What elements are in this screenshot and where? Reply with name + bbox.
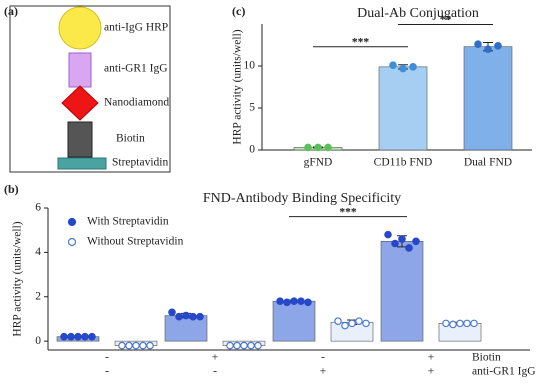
data-point xyxy=(118,341,126,350)
data-point xyxy=(139,341,147,350)
panel-label: (c) xyxy=(232,4,245,18)
significance-label: ** xyxy=(440,14,452,26)
data-point xyxy=(474,40,482,48)
data-point xyxy=(240,341,248,350)
data-point xyxy=(348,319,356,328)
panel-label: (a) xyxy=(4,4,18,18)
data-point xyxy=(196,312,204,321)
bar xyxy=(378,66,428,151)
x-tick-label: Dual FND xyxy=(464,157,512,169)
data-point xyxy=(168,308,176,317)
y-tick-label: 6 xyxy=(35,202,41,214)
x-tick-label: CD11b FND xyxy=(374,157,433,169)
bar xyxy=(463,46,513,151)
nanodiamond-icon xyxy=(61,85,99,121)
data-point xyxy=(276,297,284,305)
legend-marker xyxy=(67,217,77,227)
data-point xyxy=(88,332,96,341)
significance-label: *** xyxy=(352,36,370,48)
data-point xyxy=(283,298,291,307)
y-axis-label: HRP activity (units/well) xyxy=(12,221,24,336)
data-point xyxy=(334,317,342,325)
condition-symbol: + xyxy=(320,366,327,378)
streptavidin-icon xyxy=(57,157,107,170)
condition-name: anti-GR1 IgG xyxy=(472,366,536,378)
data-point xyxy=(81,332,89,341)
data-point xyxy=(132,341,140,350)
data-point xyxy=(456,319,464,328)
data-point xyxy=(175,312,183,321)
data-point xyxy=(233,341,241,350)
data-point xyxy=(74,332,82,341)
panel-label: (b) xyxy=(4,182,19,196)
y-axis-label: HRP activity (units/well) xyxy=(232,29,244,144)
legend-label: With Streptavidin xyxy=(87,216,169,228)
igg-icon xyxy=(68,52,92,88)
data-point xyxy=(389,61,397,69)
diagram-label: anti-IgG HRP xyxy=(104,22,168,34)
chart-title: FND-Antibody Binding Specificity xyxy=(203,191,401,206)
data-point xyxy=(409,63,417,71)
data-point xyxy=(442,319,450,328)
bar xyxy=(380,240,424,342)
bar xyxy=(272,300,316,342)
data-point xyxy=(391,239,399,248)
chart-title: Dual-Ab Conjugation xyxy=(357,6,479,21)
data-point xyxy=(399,64,407,73)
data-point xyxy=(247,341,255,350)
data-point xyxy=(384,230,392,239)
condition-symbol: + xyxy=(428,366,435,378)
y-tick-label: 4 xyxy=(35,246,41,258)
data-point xyxy=(125,341,133,350)
hrp-icon xyxy=(58,6,102,50)
condition-symbol: - xyxy=(321,352,325,364)
y-tick-label: 2 xyxy=(35,290,41,302)
data-point xyxy=(484,45,492,54)
condition-symbol: + xyxy=(212,352,219,364)
data-point xyxy=(449,320,457,329)
data-point xyxy=(405,244,413,252)
data-point xyxy=(324,143,332,152)
legend-label: Without Streptavidin xyxy=(87,236,184,248)
legend-marker xyxy=(67,237,77,247)
data-point xyxy=(412,237,420,246)
condition-symbol: - xyxy=(105,366,109,378)
data-point xyxy=(67,332,75,341)
data-point xyxy=(290,297,298,305)
biotin-icon xyxy=(67,121,93,158)
diagram-frame xyxy=(9,5,171,173)
y-tick-label: 5 xyxy=(249,102,255,114)
condition-symbol: + xyxy=(428,352,435,364)
data-point xyxy=(254,341,262,350)
y-tick-label: 10 xyxy=(244,60,256,72)
y-tick-label: 0 xyxy=(35,335,41,347)
data-point xyxy=(470,319,478,328)
data-point xyxy=(182,311,190,320)
y-tick-label: 0 xyxy=(249,144,255,156)
data-point xyxy=(297,297,305,305)
condition-symbol: - xyxy=(105,352,109,364)
x-tick-label: gFND xyxy=(304,157,333,169)
diagram-label: anti-GR1 IgG xyxy=(104,63,168,75)
data-point xyxy=(314,143,322,152)
data-point xyxy=(362,319,370,328)
data-point xyxy=(463,319,471,328)
diagram-label: Biotin xyxy=(116,133,145,145)
significance-label: *** xyxy=(339,206,357,218)
data-point xyxy=(60,332,68,341)
data-point xyxy=(341,321,349,330)
condition-symbol: - xyxy=(213,366,217,378)
data-point xyxy=(304,143,312,152)
data-point xyxy=(226,341,234,350)
data-point xyxy=(494,42,502,50)
data-point xyxy=(146,341,154,350)
diagram-label: Streptavidin xyxy=(112,157,168,169)
data-point xyxy=(355,317,363,325)
condition-name: Biotin xyxy=(472,352,501,364)
data-point xyxy=(398,235,406,243)
diagram-label: Nanodiamond xyxy=(104,97,169,109)
data-point xyxy=(304,298,312,307)
data-point xyxy=(189,312,197,321)
